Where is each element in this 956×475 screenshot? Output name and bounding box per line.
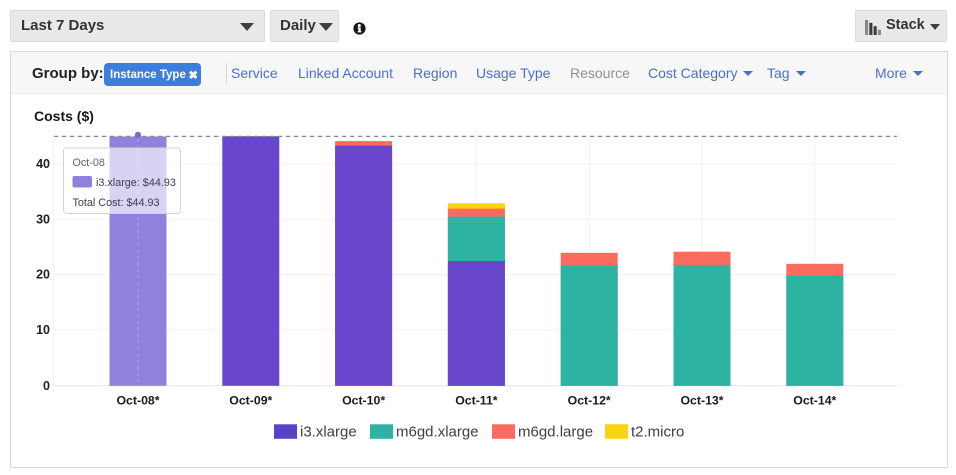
svg-text:Oct-12*: Oct-12* xyxy=(568,394,611,408)
svg-text:20: 20 xyxy=(36,268,50,282)
svg-text:m6gd.large: m6gd.large xyxy=(518,424,593,441)
svg-text:Oct-08*: Oct-08* xyxy=(116,394,159,408)
svg-text:Oct-14*: Oct-14* xyxy=(793,394,836,408)
svg-text:Oct-08: Oct-08 xyxy=(73,157,105,169)
svg-text:0: 0 xyxy=(43,379,50,393)
svg-text:Oct-09*: Oct-09* xyxy=(229,394,272,408)
svg-text:Oct-10*: Oct-10* xyxy=(342,394,385,408)
svg-text:i3.xlarge: i3.xlarge xyxy=(300,424,357,441)
svg-text:m6gd.xlarge: m6gd.xlarge xyxy=(396,424,479,441)
svg-text:t2.micro: t2.micro xyxy=(631,424,684,441)
svg-text:i3.xlarge: $44.93: i3.xlarge: $44.93 xyxy=(96,177,176,189)
svg-text:Oct-13*: Oct-13* xyxy=(680,394,723,408)
svg-text:Oct-11*: Oct-11* xyxy=(455,394,498,408)
svg-text:Costs ($): Costs ($) xyxy=(34,108,94,124)
svg-text:30: 30 xyxy=(36,213,50,227)
svg-text:Total Cost: $44.93: Total Cost: $44.93 xyxy=(73,197,160,209)
svg-text:40: 40 xyxy=(36,157,50,171)
svg-text:10: 10 xyxy=(36,323,50,337)
